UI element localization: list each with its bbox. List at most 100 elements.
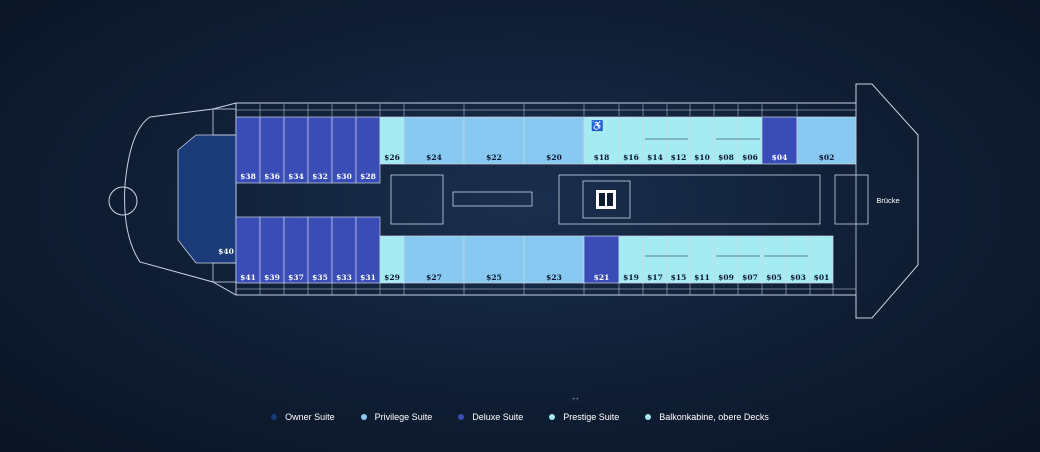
legend-item: Balkonkabine, obere Decks	[645, 412, 769, 422]
cabin-s31[interactable]	[355, 216, 381, 284]
cabin-s29[interactable]	[379, 235, 405, 284]
cabin-s25[interactable]	[463, 235, 525, 284]
cabin-label-s34: $34	[288, 172, 304, 181]
cabin-label-s39: $39	[264, 273, 280, 282]
bridge-label: Brücke	[876, 196, 899, 205]
cabin-label-s38: $38	[240, 172, 256, 181]
cabin-s01[interactable]	[809, 235, 834, 284]
cabin-label-s25: $25	[486, 273, 502, 282]
legend-label: Deluxe Suite	[472, 412, 524, 422]
cabin-label-s14: $14	[647, 153, 663, 162]
cabin-label-s32: $32	[312, 172, 328, 181]
legend: Owner Suite Privilege Suite Deluxe Suite Pr…	[0, 412, 1040, 422]
cabin-s21[interactable]	[583, 235, 620, 284]
wheelchair-icon: ♿	[591, 119, 603, 132]
cabin-label-s37: $37	[288, 273, 304, 282]
service-block	[558, 174, 821, 225]
legend-label: Privilege Suite	[374, 412, 433, 422]
cabin-s41[interactable]	[235, 216, 261, 284]
legend-label: Prestige Suite	[563, 412, 620, 422]
anchor-circle	[108, 186, 138, 216]
cabin-s02[interactable]	[796, 116, 857, 165]
cabin-label-s22: $22	[486, 153, 502, 162]
cabin-s19[interactable]	[618, 235, 644, 284]
legend-dot-icon	[549, 414, 556, 420]
cabin-s10[interactable]	[689, 116, 715, 165]
cabin-label-s07: $07	[742, 273, 758, 282]
cabin-s11[interactable]	[689, 235, 715, 284]
cabin-s06[interactable]	[737, 116, 763, 165]
legend-dot-icon	[645, 414, 652, 420]
cabin-s07[interactable]	[737, 235, 763, 284]
legend-dot-icon	[271, 414, 278, 420]
elevator-icon	[596, 190, 616, 209]
deck-frame	[235, 102, 857, 296]
cabin-label-s06: $06	[742, 153, 758, 162]
cabin-label-s40: $40	[218, 247, 234, 256]
cabin-label-s03: $03	[790, 273, 806, 282]
cabin-label-s28: $28	[360, 172, 376, 181]
cabin-s14[interactable]	[642, 116, 668, 165]
legend-label: Balkonkabine, obere Decks	[659, 412, 769, 422]
cabin-label-s02: $02	[819, 153, 835, 162]
legend-item: Owner Suite	[271, 412, 335, 422]
legend-item: Privilege Suite	[360, 412, 433, 422]
cabin-label-s29: $29	[384, 273, 400, 282]
cabin-label-s33: $33	[336, 273, 352, 282]
cabin-label-s05: $05	[766, 273, 782, 282]
cabin-label-s10: $10	[694, 153, 710, 162]
corridor-bar	[452, 191, 533, 207]
cabin-row-bottom: $41 $39 $37 $35 $33 $31 $29 $27 $25 $23 $21 $19 $17 $…	[235, 216, 834, 284]
cabin-s17[interactable]	[642, 235, 668, 284]
balcony-rail-bottom	[235, 283, 856, 295]
cabin-s18[interactable]	[583, 116, 620, 165]
legend-dot-icon	[458, 414, 465, 420]
cabin-label-s30: $30	[336, 172, 352, 181]
stair-block-bottom	[212, 262, 237, 283]
cabin-s30[interactable]	[331, 116, 357, 184]
cabin-s36[interactable]	[259, 116, 285, 184]
public-room-left	[390, 174, 444, 225]
cabin-label-s20: $20	[546, 153, 562, 162]
cabin-label-s31: $31	[360, 273, 376, 282]
cabin-label-s27: $27	[426, 273, 442, 282]
cabin-label-s11: $11	[694, 273, 710, 282]
cabin-label-s21: $21	[594, 273, 610, 282]
scroll-mark: ++	[572, 397, 580, 403]
balcony-rail-top	[235, 104, 857, 116]
cabin-label-s16: $16	[623, 153, 639, 162]
bridge-area	[834, 174, 869, 225]
cabin-label-s18: $18	[594, 153, 610, 162]
cabin-label-s26: $26	[384, 153, 400, 162]
cabin-label-s04: $04	[772, 153, 788, 162]
cabin-row-top: $38 $36 $34 $32 $30 $28 $26 $24 $22 $20 $18 ♿ $16 $14…	[235, 116, 857, 184]
cabin-s08[interactable]	[713, 116, 739, 165]
cabin-label-s08: $08	[718, 153, 734, 162]
cabin-s03[interactable]	[785, 235, 811, 284]
cabin-label-s24: $24	[426, 153, 442, 162]
cabin-label-s35: $35	[312, 273, 328, 282]
hull-outline	[124, 83, 919, 319]
legend-item: Deluxe Suite	[458, 412, 523, 422]
cabin-label-s23: $23	[546, 273, 562, 282]
cabin-label-s15: $15	[671, 273, 687, 282]
cabin-s20[interactable]	[523, 116, 585, 165]
cabin-label-s12: $12	[671, 153, 687, 162]
cabin-s26[interactable]	[379, 116, 405, 165]
cabin-s24[interactable]	[403, 116, 465, 165]
cabin-label-s17: $17	[647, 273, 663, 282]
cabin-s28[interactable]	[355, 116, 381, 184]
cabin-s40[interactable]	[177, 134, 237, 264]
cabin-s05[interactable]	[761, 235, 787, 284]
cabin-s35[interactable]	[307, 216, 333, 284]
cabin-s39[interactable]	[259, 216, 285, 284]
cabin-s32[interactable]	[307, 116, 333, 184]
cabin-s04[interactable]	[761, 116, 798, 165]
cabin-label-s36: $36	[264, 172, 280, 181]
cabin-s16[interactable]	[618, 116, 644, 165]
legend-item: Prestige Suite	[549, 412, 619, 422]
cabin-s27[interactable]	[403, 235, 465, 284]
cabin-s38[interactable]	[235, 116, 261, 184]
legend-dot-icon	[360, 414, 367, 420]
cabin-s33[interactable]	[331, 216, 357, 284]
